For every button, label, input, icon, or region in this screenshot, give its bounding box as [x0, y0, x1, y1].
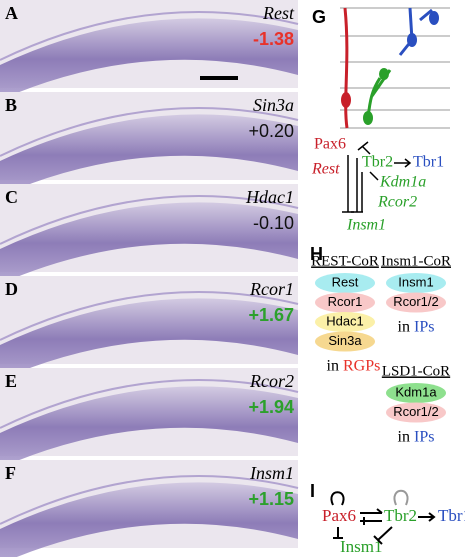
tissue-edge: [0, 107, 299, 157]
gene-name: Insm1: [249, 463, 294, 483]
arrow: [357, 141, 371, 155]
subunit-oval: [315, 292, 375, 313]
subunit-name: Insm1: [398, 274, 433, 289]
rgp-soma: [341, 92, 351, 108]
ip-soma: [379, 68, 389, 80]
subunit-oval: [386, 383, 446, 403]
arrow: [360, 508, 383, 514]
tissue-band: [0, 18, 298, 101]
neuron-soma: [407, 33, 417, 47]
tissue-edge: [0, 195, 299, 245]
panel-letter: H: [310, 244, 323, 264]
tissue-band: [0, 386, 298, 468]
panel-letter: A: [5, 3, 18, 23]
subunit-name: Rcor1/2: [393, 294, 439, 309]
panel-letter: F: [5, 463, 16, 483]
arrow: [369, 171, 379, 181]
scale-bar: [200, 76, 238, 80]
subunit-name: Rcor1: [328, 294, 363, 309]
gene-insm1: Insm1: [340, 537, 383, 556]
gene-tbr1: Tbr1: [413, 154, 444, 171]
gene-pax6: Pax6: [314, 136, 346, 153]
gene-tbr2: Tbr2: [384, 506, 417, 525]
arrow: [394, 158, 412, 168]
tissue-edge: [0, 475, 299, 525]
panel-letter: G: [312, 7, 326, 27]
gene-tbr1: Tbr1: [438, 506, 465, 525]
cell-type: IPs: [414, 319, 434, 336]
arrow: [373, 526, 393, 545]
subunit-name: Rcor1/2: [393, 404, 439, 419]
subunit-name: Sin3a: [328, 333, 362, 348]
fold-change: -1.38: [253, 29, 294, 49]
subunit-oval: [386, 292, 446, 313]
tissue-band: [0, 202, 298, 284]
gene-rest: Rest: [311, 161, 340, 178]
panel-letter: I: [310, 481, 315, 501]
panel-letter: D: [5, 279, 18, 299]
gene-tbr2: Tbr2: [362, 154, 393, 171]
arrow: [333, 527, 343, 539]
complex-name: LSD1-CoR: [382, 363, 450, 379]
rgp-cell: [343, 7, 349, 129]
subunit-oval: [315, 331, 375, 352]
panel-letter: C: [5, 187, 18, 207]
tissue-edge: [0, 11, 299, 61]
gene-name: Rcor1: [249, 279, 294, 299]
tissue-edge: [0, 291, 299, 341]
arrow: [360, 517, 382, 525]
gene-name: Sin3a: [253, 95, 294, 115]
panel-letter: E: [5, 371, 17, 391]
cell-type: RGPs: [343, 358, 380, 375]
subunit-name: Rest: [332, 274, 359, 289]
in-label: in: [398, 429, 410, 446]
arrow: [342, 155, 354, 213]
in-label: in: [327, 358, 339, 375]
fold-change: +0.20: [248, 121, 294, 141]
gene-name: Rcor2: [249, 371, 294, 391]
subunit-name: Kdm1a: [395, 384, 437, 399]
fold-change: +1.94: [248, 397, 294, 417]
gene-rcor2: Rcor2: [377, 194, 417, 211]
gene-name: Rest: [262, 3, 295, 23]
cell-type: IPs: [414, 429, 434, 446]
arrow: [393, 489, 409, 506]
in-label: in: [398, 319, 410, 336]
neuron-soma: [429, 11, 439, 25]
gene-kdm1a: Kdm1a: [379, 174, 426, 191]
tissue-edge: [0, 379, 299, 429]
gene-insm1: Insm1: [346, 217, 386, 234]
subunit-oval: [386, 402, 446, 423]
complex-name: REST-CoR: [311, 253, 379, 269]
panel-letter: B: [5, 95, 17, 115]
gene-name: Hdac1: [245, 187, 294, 207]
tissue-band: [0, 482, 298, 557]
complex-name: Insm1-CoR: [381, 253, 451, 269]
tissue-band: [0, 298, 298, 380]
subunit-oval: [315, 312, 375, 332]
arrow: [351, 158, 363, 213]
fold-change: -0.10: [253, 213, 294, 233]
subunit-oval: [386, 273, 446, 293]
subunit-oval: [315, 273, 375, 293]
subunit-name: Hdac1: [326, 313, 364, 328]
ip-soma: [363, 111, 373, 125]
arrow: [418, 512, 436, 522]
tissue-band: [0, 114, 298, 196]
fold-change: +1.67: [248, 305, 294, 325]
neuron: [398, 7, 433, 56]
arrow: [330, 491, 345, 506]
gene-pax6: Pax6: [322, 506, 356, 525]
fold-change: +1.15: [248, 489, 294, 509]
